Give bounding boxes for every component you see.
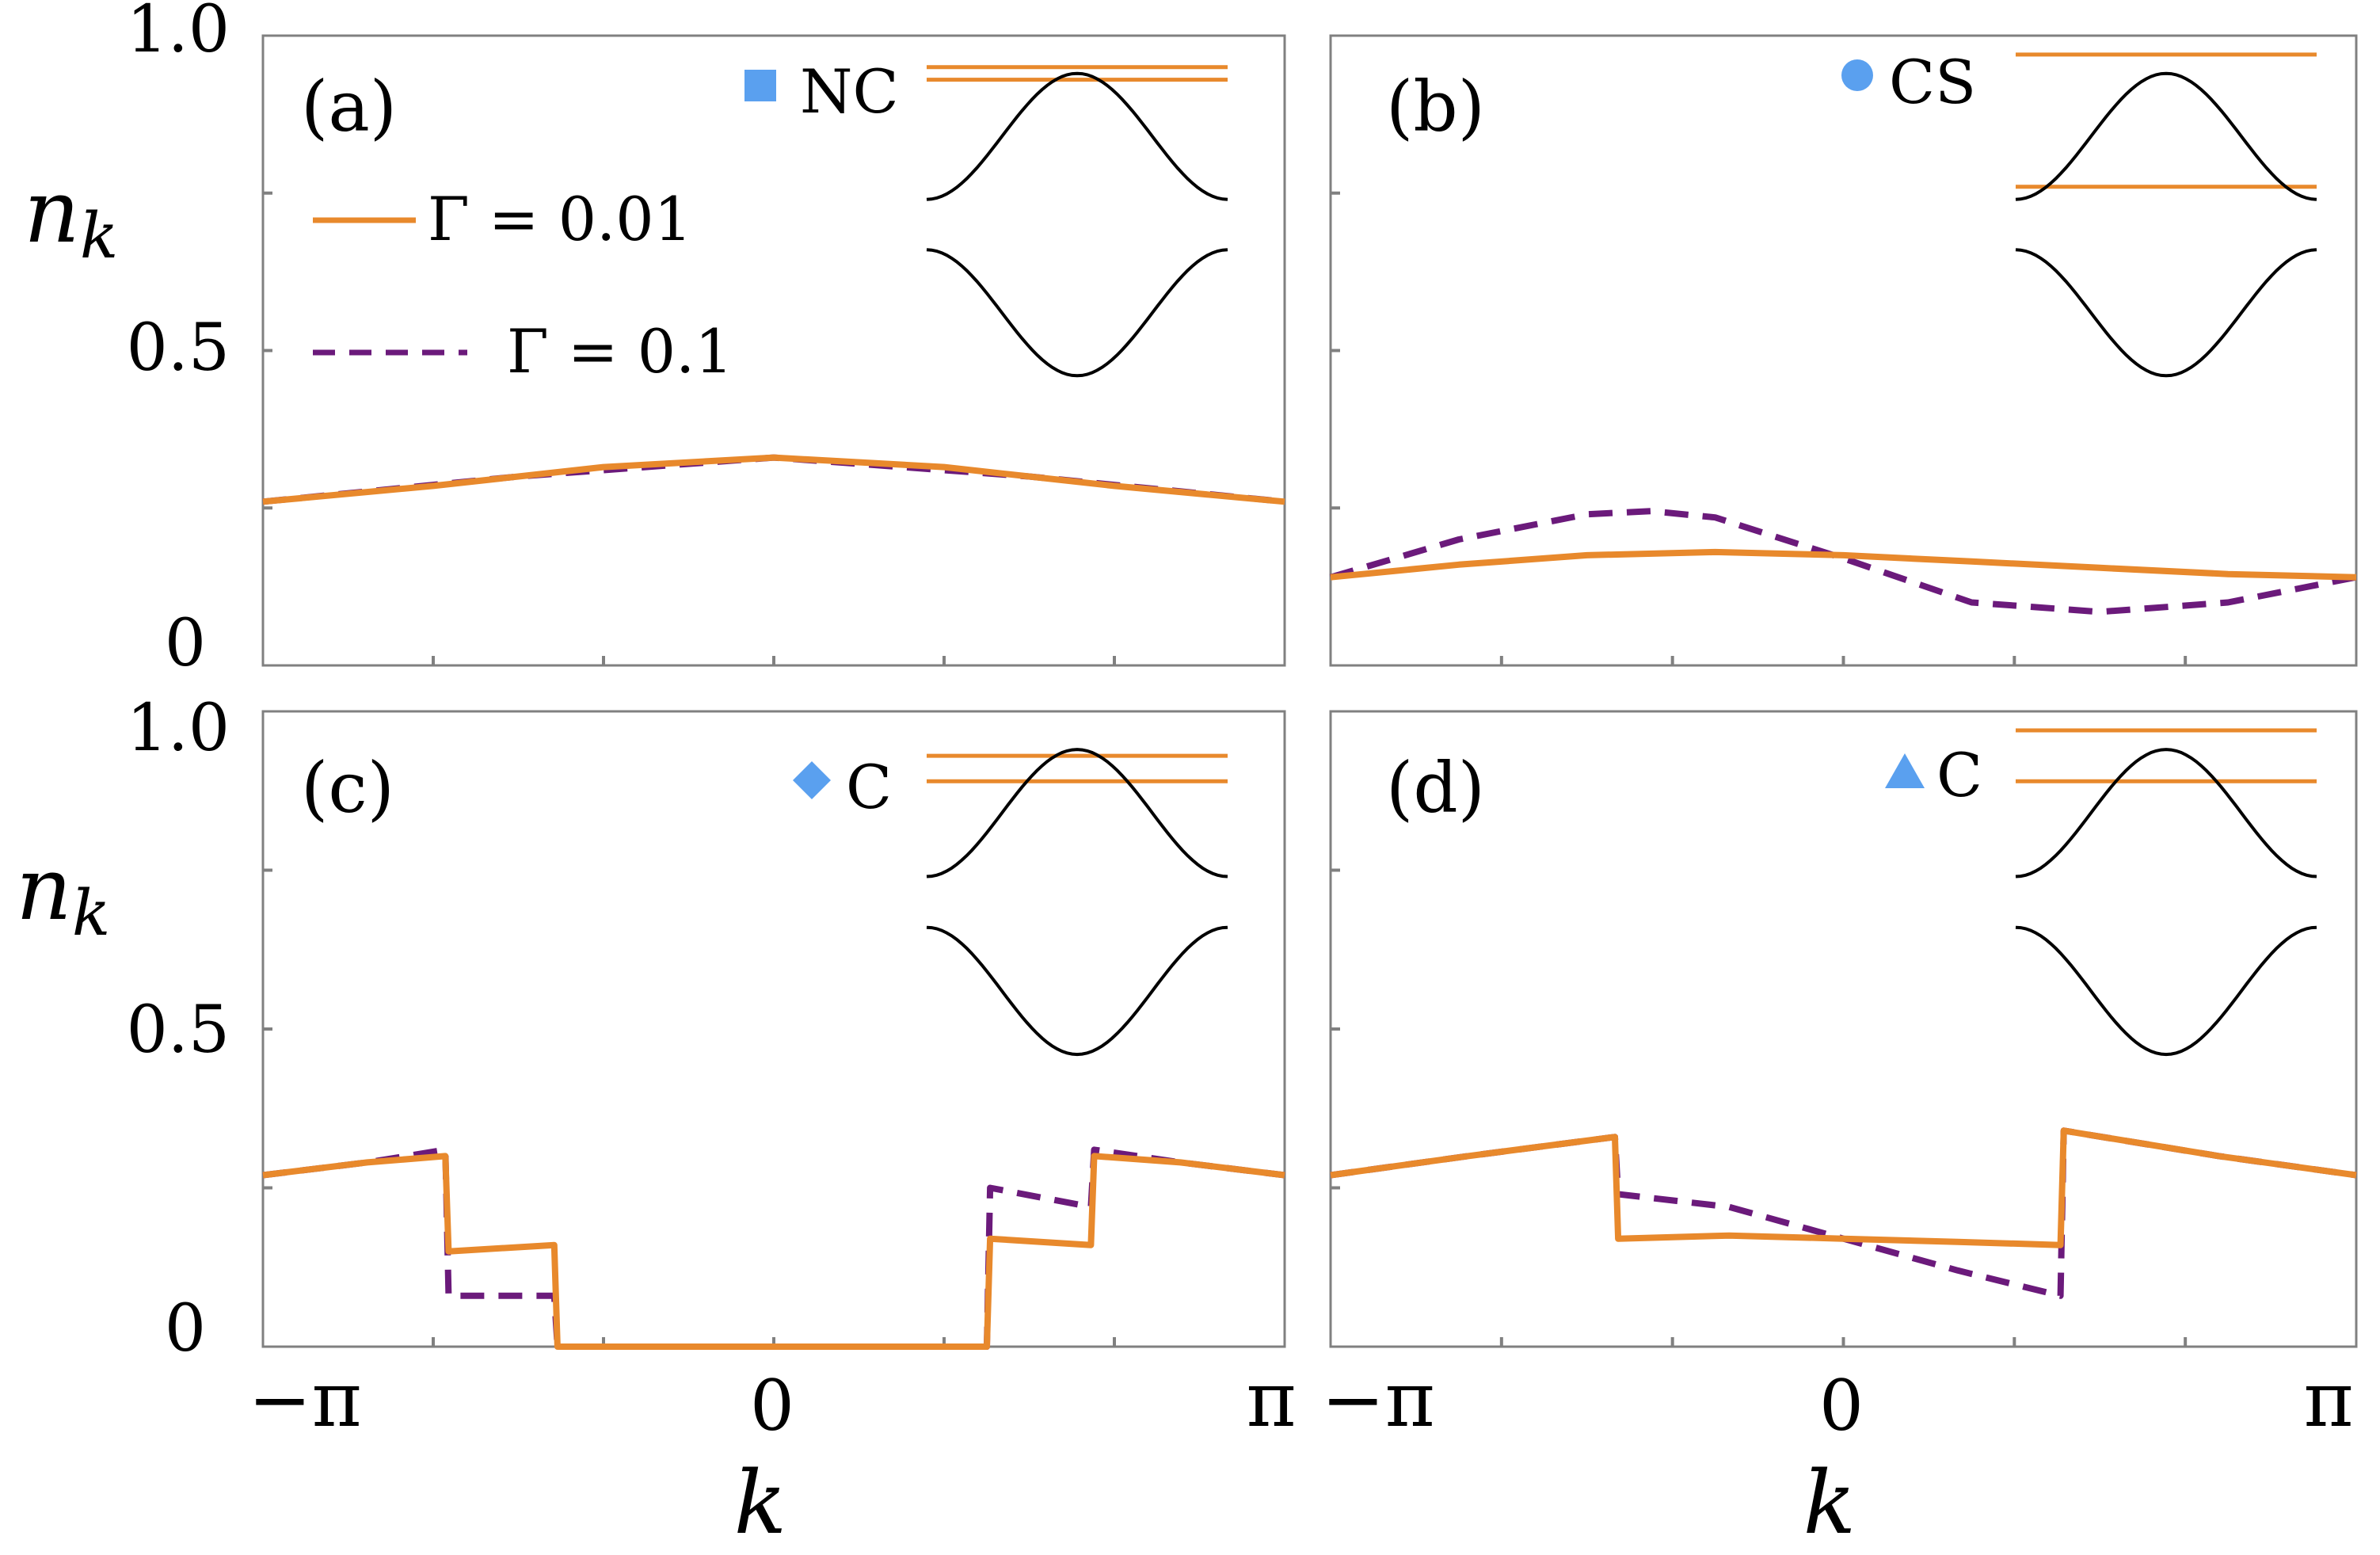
marker-diamond-icon [793, 761, 831, 799]
xtick-left-zero: 0 [750, 1365, 794, 1446]
panel-d: (d) C [1329, 710, 2358, 1348]
inset-dispersive-band [926, 925, 1228, 1057]
inset-band-diagram [926, 748, 1228, 1057]
inset-dispersive-band [2015, 748, 2317, 878]
xtick-right-pi: π [2303, 1355, 2353, 1444]
xlabel-right: k [1803, 1452, 1856, 1553]
series-gamma-0.01 [262, 1153, 1285, 1350]
panel-a: (a) NC [261, 34, 1286, 667]
ytick-bottom-0: 0 [165, 1291, 206, 1366]
marker-triangle-icon [1885, 753, 1925, 788]
panel-title: (c) [301, 747, 394, 829]
series-gamma-0.01 [1330, 548, 2357, 581]
marker-label: C [846, 752, 892, 822]
ylabel-top: nk [24, 161, 118, 273]
ytick-bottom-1.0: 1.0 [127, 691, 230, 766]
panel-title: (a) [301, 66, 397, 147]
inset-band-diagram [926, 65, 1228, 378]
xtick-left-minus-pi: −π [248, 1355, 362, 1444]
series-gamma-0.1 [262, 454, 1285, 505]
ylabel-bottom: nk [16, 838, 110, 950]
inset-dispersive-band [926, 748, 1228, 878]
xtick-right-zero: 0 [1819, 1365, 1864, 1446]
marker-square-icon [744, 70, 776, 101]
inset-dispersive-band [926, 248, 1228, 378]
series-gamma-0.1 [1329, 508, 2357, 616]
panel-b: (b) CS [1329, 34, 2358, 667]
marker-label: CS [1889, 47, 1976, 117]
ytick-top-0.5: 0.5 [127, 311, 230, 386]
legend-solid-label: Γ = 0.01 [428, 184, 692, 254]
inset-dispersive-band [926, 71, 1228, 201]
xtick-right-minus-pi: −π [1321, 1355, 1435, 1444]
plot-frame [261, 710, 1286, 1348]
ytick-top-1.0: 1.0 [127, 0, 230, 67]
series-gamma-0.01 [1330, 1127, 2357, 1248]
plot-frame [261, 34, 1286, 667]
ytick-bottom-0.5: 0.5 [127, 993, 230, 1068]
series-gamma-0.01 [262, 454, 1285, 505]
inset-band-diagram [2015, 728, 2317, 1057]
inset-dispersive-band [2015, 248, 2317, 378]
panel-title: (b) [1386, 66, 1485, 147]
marker-circle-icon [1841, 59, 1873, 91]
xlabel-left: k [734, 1452, 787, 1553]
marker-label: NC [800, 56, 899, 127]
ytick-top-0: 0 [165, 606, 206, 681]
panel-title: (d) [1386, 747, 1485, 829]
series-gamma-0.1 [262, 1146, 1285, 1350]
inset-dispersive-band [2015, 925, 2317, 1057]
inset-dispersive-band [2015, 71, 2317, 201]
panel-c: (c) C [261, 710, 1286, 1350]
marker-label: C [1936, 740, 1982, 810]
inset-band-diagram [2015, 52, 2317, 378]
legend-dashed-label: Γ = 0.1 [507, 316, 733, 387]
xtick-left-pi: π [1246, 1355, 1296, 1444]
